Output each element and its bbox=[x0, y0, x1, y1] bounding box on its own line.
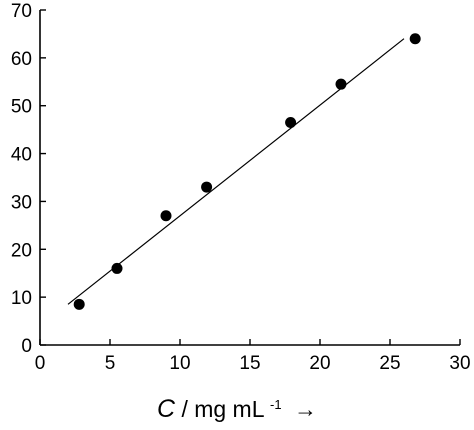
data-point-0-6 bbox=[409, 33, 421, 45]
x-tick-label-1: 5 bbox=[105, 353, 116, 374]
y-tick-label-6: 60 bbox=[11, 49, 32, 70]
x-axis-label: C / mg mL -1 → bbox=[157, 388, 317, 423]
y-tick-label-0: 0 bbox=[21, 336, 32, 357]
x-axis-unit-superscript: -1 bbox=[270, 397, 282, 412]
y-tick-label-2: 20 bbox=[11, 240, 32, 261]
x-tick-label-4: 20 bbox=[309, 353, 330, 374]
data-point-0-4 bbox=[285, 116, 297, 128]
data-point-0-5 bbox=[335, 78, 347, 90]
data-point-0-2 bbox=[160, 210, 172, 222]
x-tick-label-6: 30 bbox=[449, 353, 470, 374]
x-tick-label-3: 15 bbox=[239, 353, 260, 374]
y-tick-label-4: 40 bbox=[11, 145, 32, 166]
x-tick-label-5: 25 bbox=[379, 353, 400, 374]
data-point-0-0 bbox=[73, 298, 85, 310]
x-axis-variable: C bbox=[157, 395, 176, 423]
x-tick-label-0: 0 bbox=[35, 353, 46, 374]
x-axis-arrow: → bbox=[294, 396, 317, 422]
fit-line bbox=[67, 38, 405, 305]
y-tick-label-5: 50 bbox=[11, 97, 32, 118]
y-tick-label-7: 70 bbox=[11, 1, 32, 22]
data-point-0-3 bbox=[201, 181, 213, 193]
x-tick-label-2: 10 bbox=[169, 353, 190, 374]
data-point-0-1 bbox=[111, 262, 123, 274]
y-tick-label-3: 30 bbox=[11, 192, 32, 213]
plot-area: 0 10 20 30 40 50 60 70 0 5 10 15 20 25 30 bbox=[11, 1, 471, 374]
x-axis-unit: / mg mL bbox=[181, 396, 264, 422]
y-tick-label-1: 10 bbox=[11, 288, 32, 309]
